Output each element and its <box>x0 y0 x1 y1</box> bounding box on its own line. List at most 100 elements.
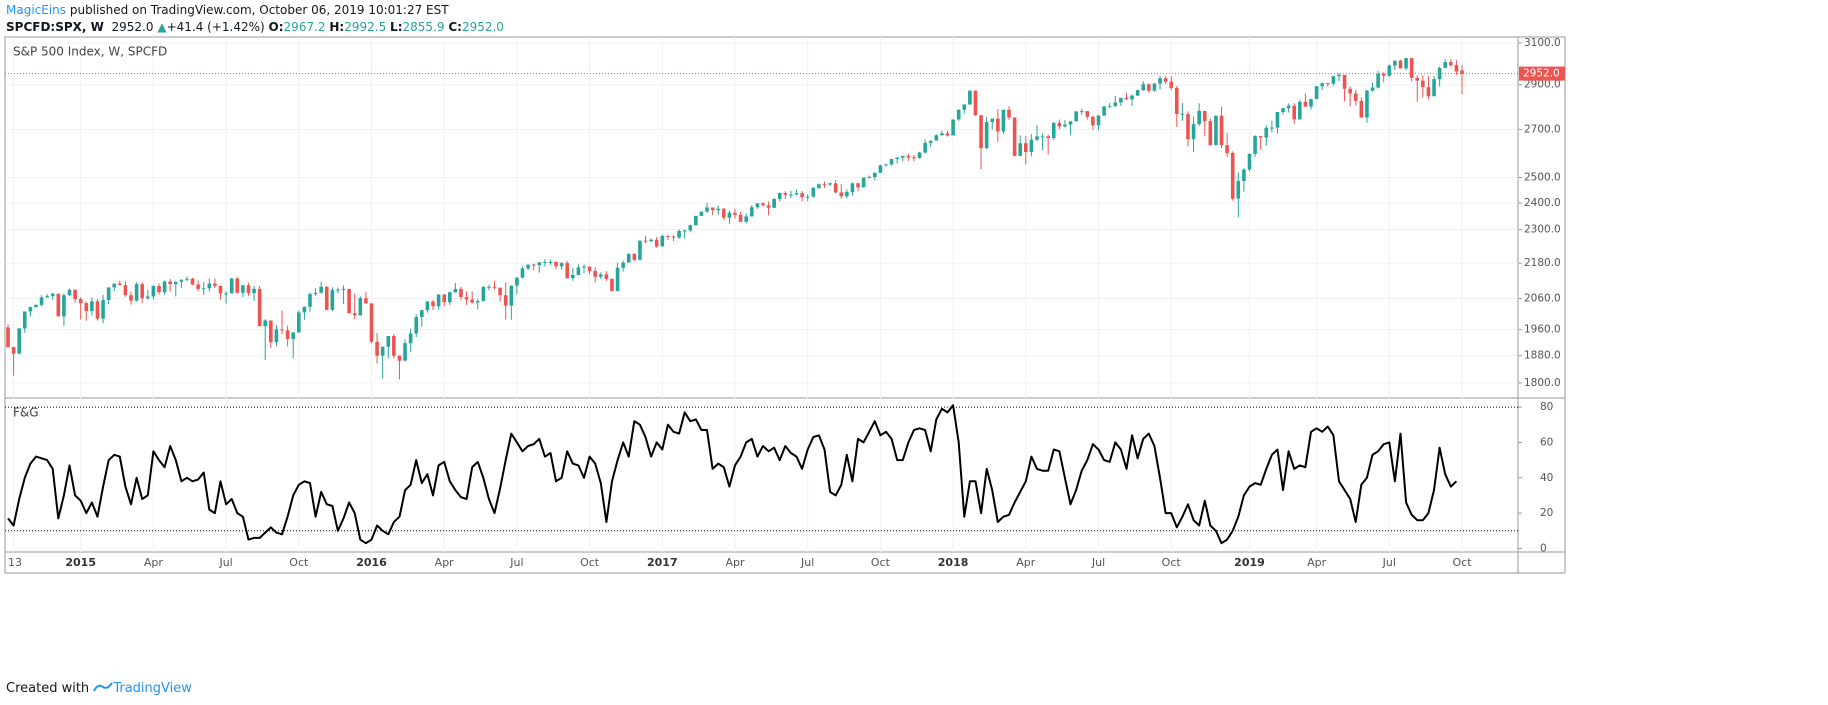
candle-body <box>895 157 899 160</box>
candle-body <box>962 104 967 110</box>
candle-body <box>313 292 318 294</box>
candle-body <box>1353 93 1358 101</box>
author[interactable]: MagicEins <box>6 3 67 17</box>
footer: Created with TradingView <box>6 680 192 696</box>
candle-body <box>817 184 821 188</box>
candle-body <box>1074 111 1078 122</box>
high: 2992.5 <box>344 20 387 34</box>
candle-body <box>565 263 570 279</box>
candle-body <box>1208 121 1213 146</box>
candle-body <box>1449 62 1453 66</box>
x-tick-label: 13 <box>8 556 22 569</box>
candle-body <box>1119 97 1123 103</box>
candle-body <box>951 119 955 136</box>
candle-body <box>17 328 21 354</box>
candle-body <box>151 285 156 297</box>
candle-body <box>845 191 849 197</box>
candle-body <box>682 230 687 232</box>
x-tick-label: Jul <box>1382 556 1396 569</box>
candle-body <box>1191 124 1196 140</box>
candle-body <box>1063 124 1067 127</box>
x-tick-label: Oct <box>1162 556 1182 569</box>
candle-body <box>213 283 217 286</box>
y-tick-label: 80 <box>1540 401 1553 413</box>
y-tick-label: 1960.0 <box>1524 324 1561 336</box>
y-tick-label: 2060.0 <box>1524 293 1561 305</box>
candle-body <box>1135 90 1140 96</box>
candle-body <box>889 159 894 165</box>
candle-body <box>1046 136 1050 139</box>
candle-body <box>101 300 105 319</box>
candle-body <box>90 301 94 312</box>
x-tick-label: Apr <box>725 556 745 569</box>
candle-body <box>755 203 760 208</box>
candle-body <box>1007 109 1011 118</box>
candle-body <box>716 208 721 211</box>
candle-body <box>1247 153 1252 170</box>
y-tick-label: 2180.0 <box>1524 257 1561 269</box>
candle-body <box>235 278 240 293</box>
candle-body <box>475 300 480 303</box>
candle-body <box>1158 78 1162 84</box>
y-tick-label: 0 <box>1540 542 1547 554</box>
candle-body <box>1163 78 1168 82</box>
candle-body <box>375 341 379 356</box>
candle-body <box>1415 77 1420 81</box>
candle-body <box>1141 84 1146 91</box>
candle-body <box>694 215 698 226</box>
candle-body <box>677 230 681 238</box>
candle-body <box>537 262 542 266</box>
candle-body <box>503 295 508 306</box>
candle-body <box>1091 116 1095 126</box>
candle-body <box>1219 115 1224 146</box>
candle-body <box>330 289 335 310</box>
x-tick-label: Jul <box>1091 556 1105 569</box>
brand[interactable]: TradingView <box>113 681 192 696</box>
c-label: C: <box>448 20 462 34</box>
candle-body <box>50 293 55 297</box>
y-tick-label: 3100.0 <box>1524 37 1561 49</box>
candle-body <box>543 261 547 263</box>
footer-text: Created with <box>6 681 90 696</box>
candle-body <box>1225 145 1229 153</box>
candle-body <box>459 288 463 298</box>
l-label: L: <box>390 20 403 34</box>
candle-body <box>464 297 469 300</box>
candle-body <box>1197 110 1201 125</box>
candle-body <box>118 283 122 286</box>
candle-body <box>833 183 838 193</box>
candle-body <box>431 301 435 307</box>
candle-body <box>1292 105 1297 120</box>
symbol-line: SPCFD:SPX, W 2952.0 ▲+41.4 (+1.42%) O:29… <box>6 20 504 34</box>
candle-body <box>945 133 950 136</box>
candle-body <box>1393 60 1397 66</box>
candle-body <box>1320 83 1324 87</box>
candle-body <box>11 347 16 354</box>
candle-body <box>408 333 413 344</box>
candle-body <box>34 304 38 308</box>
candle-body <box>598 274 603 277</box>
candle-body <box>878 165 883 173</box>
h-label: H: <box>329 20 345 34</box>
logo <box>93 682 114 692</box>
x-tick-label: 2016 <box>356 556 387 569</box>
candle-body <box>397 355 402 361</box>
candle-body <box>1242 169 1246 182</box>
y-tick-label: 2300.0 <box>1524 224 1561 236</box>
candle-body <box>794 193 799 195</box>
x-tick-label: Oct <box>871 556 891 569</box>
y-tick-label: 60 <box>1540 436 1553 448</box>
x-tick-label: Apr <box>144 556 164 569</box>
candle-body <box>626 253 631 263</box>
candle-body <box>699 211 704 216</box>
candle-body <box>906 155 911 158</box>
candle-body <box>1314 86 1319 100</box>
candle-body <box>1186 113 1190 140</box>
candle-body <box>112 283 117 288</box>
candle-body <box>6 327 10 348</box>
candle-body <box>705 207 709 212</box>
candle-body <box>666 235 670 237</box>
candle-body <box>62 295 66 317</box>
candle-body <box>380 346 385 356</box>
candle-body <box>218 285 223 294</box>
